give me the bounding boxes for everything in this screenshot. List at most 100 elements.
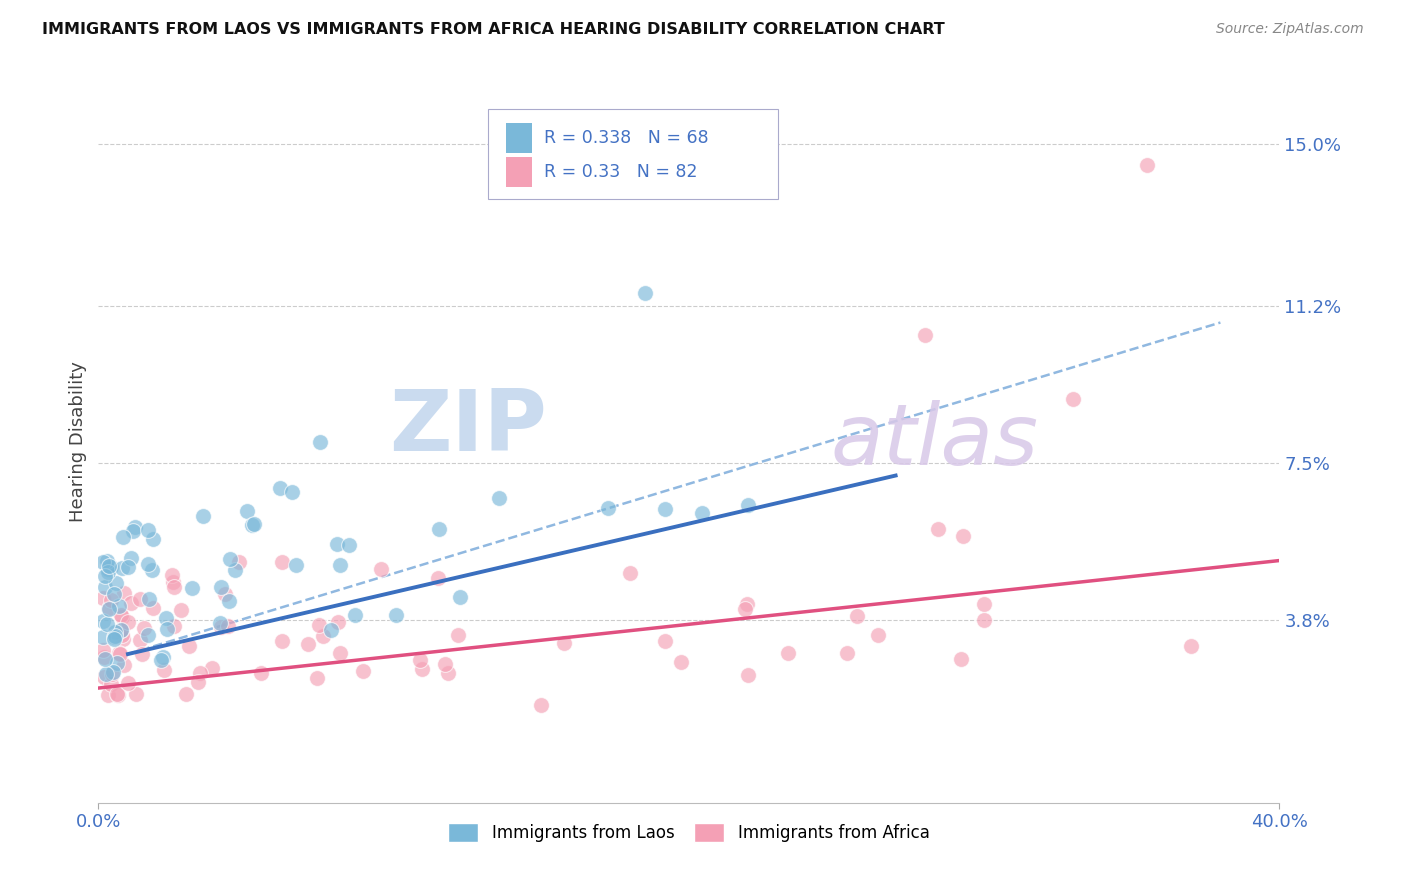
Point (131, 647, 153, 661)
Point (619, 566, 641, 581)
Point (117, 676, 139, 690)
Point (128, 591, 150, 606)
Point (129, 632, 152, 647)
Point (654, 634, 676, 648)
Point (950, 652, 973, 666)
FancyBboxPatch shape (488, 109, 778, 200)
Point (530, 698, 553, 712)
Point (181, 582, 204, 596)
Point (107, 688, 129, 702)
Point (201, 661, 224, 675)
Point (735, 597, 758, 611)
Point (111, 561, 134, 575)
Point (110, 610, 132, 624)
Point (434, 657, 457, 671)
Point (174, 687, 197, 701)
Point (108, 647, 131, 661)
Text: R = 0.338   N = 68: R = 0.338 N = 68 (544, 129, 709, 147)
Point (408, 653, 430, 667)
Point (308, 617, 330, 632)
Point (217, 619, 239, 633)
Point (1136, 158, 1159, 172)
Point (427, 522, 450, 536)
Point (105, 657, 128, 671)
Point (141, 563, 163, 577)
Point (117, 559, 139, 574)
Point (596, 501, 619, 516)
Point (101, 666, 124, 681)
Point (97, 562, 120, 576)
Point (97, 566, 120, 580)
Point (280, 484, 302, 499)
Point (209, 620, 232, 634)
Point (93, 650, 115, 665)
Point (187, 675, 209, 690)
Point (108, 647, 131, 661)
Point (271, 555, 294, 569)
Point (778, 646, 800, 660)
Point (103, 630, 125, 644)
Point (1062, 392, 1084, 406)
Point (270, 634, 292, 648)
Point (868, 628, 890, 642)
Text: ZIP: ZIP (389, 385, 547, 468)
Point (100, 560, 122, 574)
Point (307, 671, 329, 685)
Point (111, 530, 134, 544)
Point (96, 554, 118, 568)
Point (337, 538, 360, 552)
Point (93, 591, 115, 606)
Point (553, 635, 575, 649)
Point (737, 668, 759, 682)
Point (973, 613, 995, 627)
Point (111, 632, 134, 646)
Point (385, 607, 408, 622)
Point (329, 646, 352, 660)
Point (94, 667, 117, 681)
Point (101, 665, 124, 679)
Point (188, 665, 211, 680)
Point (309, 434, 332, 449)
Point (297, 637, 319, 651)
Point (91, 555, 114, 569)
Point (136, 523, 159, 537)
Point (219, 552, 242, 566)
Y-axis label: Hearing Disability: Hearing Disability (69, 361, 87, 522)
Point (224, 563, 246, 577)
Point (162, 575, 184, 590)
Point (104, 629, 127, 643)
Point (98, 559, 121, 574)
Point (243, 517, 266, 532)
Point (228, 555, 250, 569)
Point (325, 537, 347, 551)
Point (142, 600, 165, 615)
Text: IMMIGRANTS FROM LAOS VS IMMIGRANTS FROM AFRICA HEARING DISABILITY CORRELATION CH: IMMIGRANTS FROM LAOS VS IMMIGRANTS FROM … (42, 22, 945, 37)
Point (312, 629, 335, 643)
Point (427, 571, 450, 585)
Point (97, 688, 120, 702)
Point (132, 621, 155, 635)
Point (125, 687, 148, 701)
Point (124, 519, 146, 533)
Point (122, 524, 145, 539)
Point (952, 529, 974, 543)
Point (96, 617, 118, 632)
Point (163, 619, 186, 633)
Point (437, 666, 460, 681)
Point (737, 498, 759, 512)
Text: atlas: atlas (831, 400, 1039, 483)
FancyBboxPatch shape (506, 123, 531, 153)
Point (110, 608, 132, 623)
Point (100, 677, 122, 691)
Point (98, 602, 121, 616)
Point (149, 653, 172, 667)
Point (411, 662, 433, 676)
Point (91, 631, 114, 645)
Point (835, 646, 858, 660)
Point (136, 628, 159, 642)
Point (156, 622, 179, 636)
Point (236, 504, 259, 518)
Point (163, 580, 186, 594)
Point (240, 518, 263, 533)
Point (138, 557, 160, 571)
